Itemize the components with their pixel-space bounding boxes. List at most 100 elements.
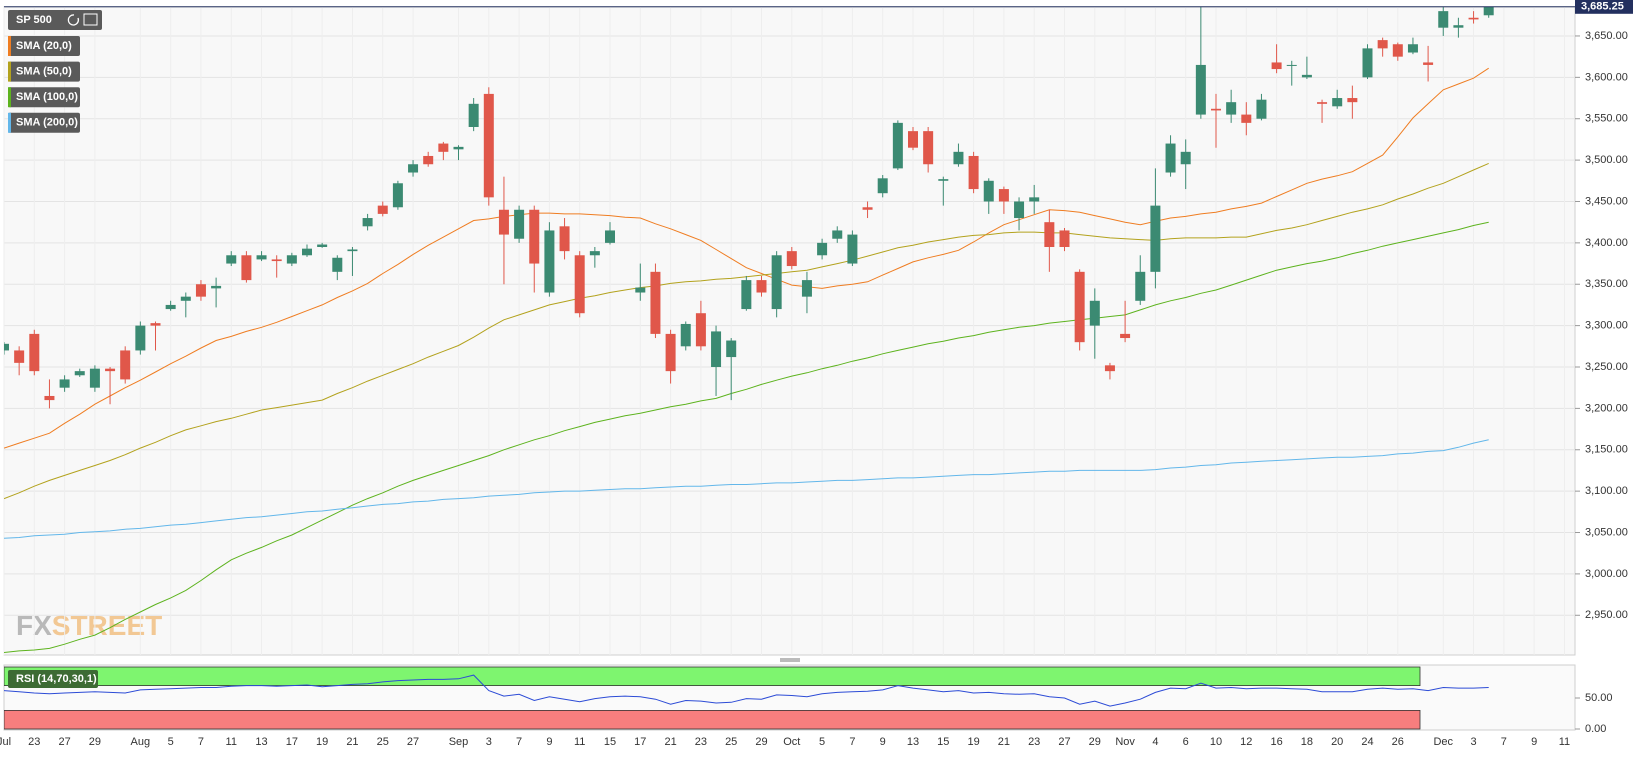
candle-body	[908, 131, 918, 148]
candle-body	[559, 226, 570, 252]
x-tick-label: 29	[89, 736, 101, 748]
x-tick-label: 12	[1240, 736, 1252, 748]
candle-body	[665, 333, 676, 372]
candle-body	[1029, 197, 1040, 202]
candle-body	[1256, 99, 1267, 119]
x-tick-label: 4	[1152, 736, 1158, 748]
refresh-icon	[67, 14, 80, 26]
x-tick-label: 21	[998, 736, 1010, 748]
candle-body	[1362, 48, 1373, 78]
x-tick-label: 18	[1301, 736, 1313, 748]
candle-body	[468, 103, 479, 127]
x-tick-label: 15	[604, 736, 616, 748]
candle-body	[211, 285, 222, 289]
x-tick-label: Oct	[783, 736, 800, 748]
x-tick-label: 13	[907, 736, 919, 748]
legend-swatch	[8, 36, 11, 56]
legend-box	[8, 61, 80, 82]
candle-body	[377, 205, 388, 214]
candle-body	[695, 313, 706, 347]
candle-body	[1089, 300, 1100, 326]
candle-body	[332, 257, 343, 272]
x-tick-label: 19	[316, 736, 328, 748]
settings-button[interactable]	[83, 13, 98, 26]
legend-box	[8, 670, 98, 688]
refresh-button[interactable]	[67, 14, 80, 26]
legend: SP 500 SMA (20,0) SMA (50,0) SMA (100,0) SMA…	[8, 10, 102, 688]
rsi-band	[4, 710, 1421, 730]
x-tick-label: 3	[1470, 736, 1476, 748]
y-tick-label: 3,500.00	[1585, 154, 1628, 166]
candle-body	[983, 180, 994, 202]
candle-body	[362, 218, 373, 227]
rsi-layer	[4, 666, 1489, 730]
y-tick-label: 3,250.00	[1585, 361, 1628, 373]
x-tick-label: 20	[1331, 736, 1343, 748]
x-tick-label: 13	[255, 736, 267, 748]
candle-body	[1332, 98, 1343, 107]
candle-body	[498, 209, 509, 235]
candle-body	[862, 207, 873, 210]
candle-body	[195, 284, 206, 297]
candle-body	[1271, 62, 1282, 70]
candle-body	[1195, 64, 1206, 115]
y-tick-label: 3,650.00	[1585, 30, 1628, 42]
legend-swatch	[8, 87, 11, 108]
candle-body	[483, 93, 494, 198]
x-tick-label: 5	[819, 736, 825, 748]
candle-body	[150, 323, 161, 326]
x-tick-label: 11	[226, 736, 237, 748]
legend-title: RSI (14,70,30,1)	[16, 673, 97, 685]
candle-body	[998, 189, 1009, 202]
candle-body	[453, 146, 464, 150]
x-tick-label: 7	[1501, 736, 1507, 748]
candle-body	[165, 304, 176, 310]
y-tick-label: 3,300.00	[1585, 320, 1628, 332]
splitter[interactable]	[780, 658, 800, 662]
y-tick-label: 3,150.00	[1585, 444, 1628, 456]
x-tick-label: 16	[1270, 736, 1282, 748]
main-plot-area	[3, 6, 1576, 656]
x-tick-label: Sep	[449, 736, 469, 748]
candle-body	[832, 230, 843, 239]
y-tick-label: 3,550.00	[1585, 113, 1628, 125]
y-tick-label: 3,100.00	[1585, 485, 1628, 497]
sma-line	[4, 221, 1489, 653]
legend-label: SMA (20,0)	[16, 40, 72, 52]
grid-layer	[3, 7, 1575, 655]
candle-body	[1377, 40, 1388, 49]
candle-body	[1317, 102, 1328, 104]
x-tick-label: 17	[634, 736, 646, 748]
candle-body	[1135, 271, 1146, 301]
candle-body	[756, 280, 767, 293]
candle-body	[680, 323, 691, 347]
candle-body	[877, 178, 888, 194]
x-tick-label: 19	[967, 736, 979, 748]
x-tick-label: 9	[880, 736, 886, 748]
candle-body	[574, 255, 585, 314]
candle-body	[1074, 271, 1085, 343]
candle-body	[1226, 102, 1237, 115]
y-tick-label: 50.00	[1585, 692, 1613, 704]
candle-body	[771, 255, 782, 310]
candle-body	[120, 350, 131, 380]
candle-body	[968, 155, 979, 190]
candle-body	[302, 248, 312, 256]
x-tick-label: 29	[755, 736, 767, 748]
candle-body	[105, 368, 116, 372]
x-tick-label: 23	[28, 736, 40, 748]
candle-body	[741, 280, 752, 310]
x-tick-label: 21	[346, 736, 358, 748]
legend-swatch	[8, 61, 11, 82]
x-tick-label: 7	[849, 736, 855, 748]
candle-body	[1438, 11, 1449, 28]
candle-body	[1392, 44, 1403, 57]
candle-body	[1347, 98, 1358, 103]
axis-layer: 2,950.00 3,000.00 3,050.00 3,100.00 3,150.00…	[0, 0, 1633, 748]
candle-body	[256, 255, 267, 260]
x-tick-label: 24	[1361, 736, 1373, 748]
candle-body	[514, 209, 525, 239]
x-tick-label: 10	[1210, 736, 1222, 748]
candle-body	[1044, 222, 1055, 247]
